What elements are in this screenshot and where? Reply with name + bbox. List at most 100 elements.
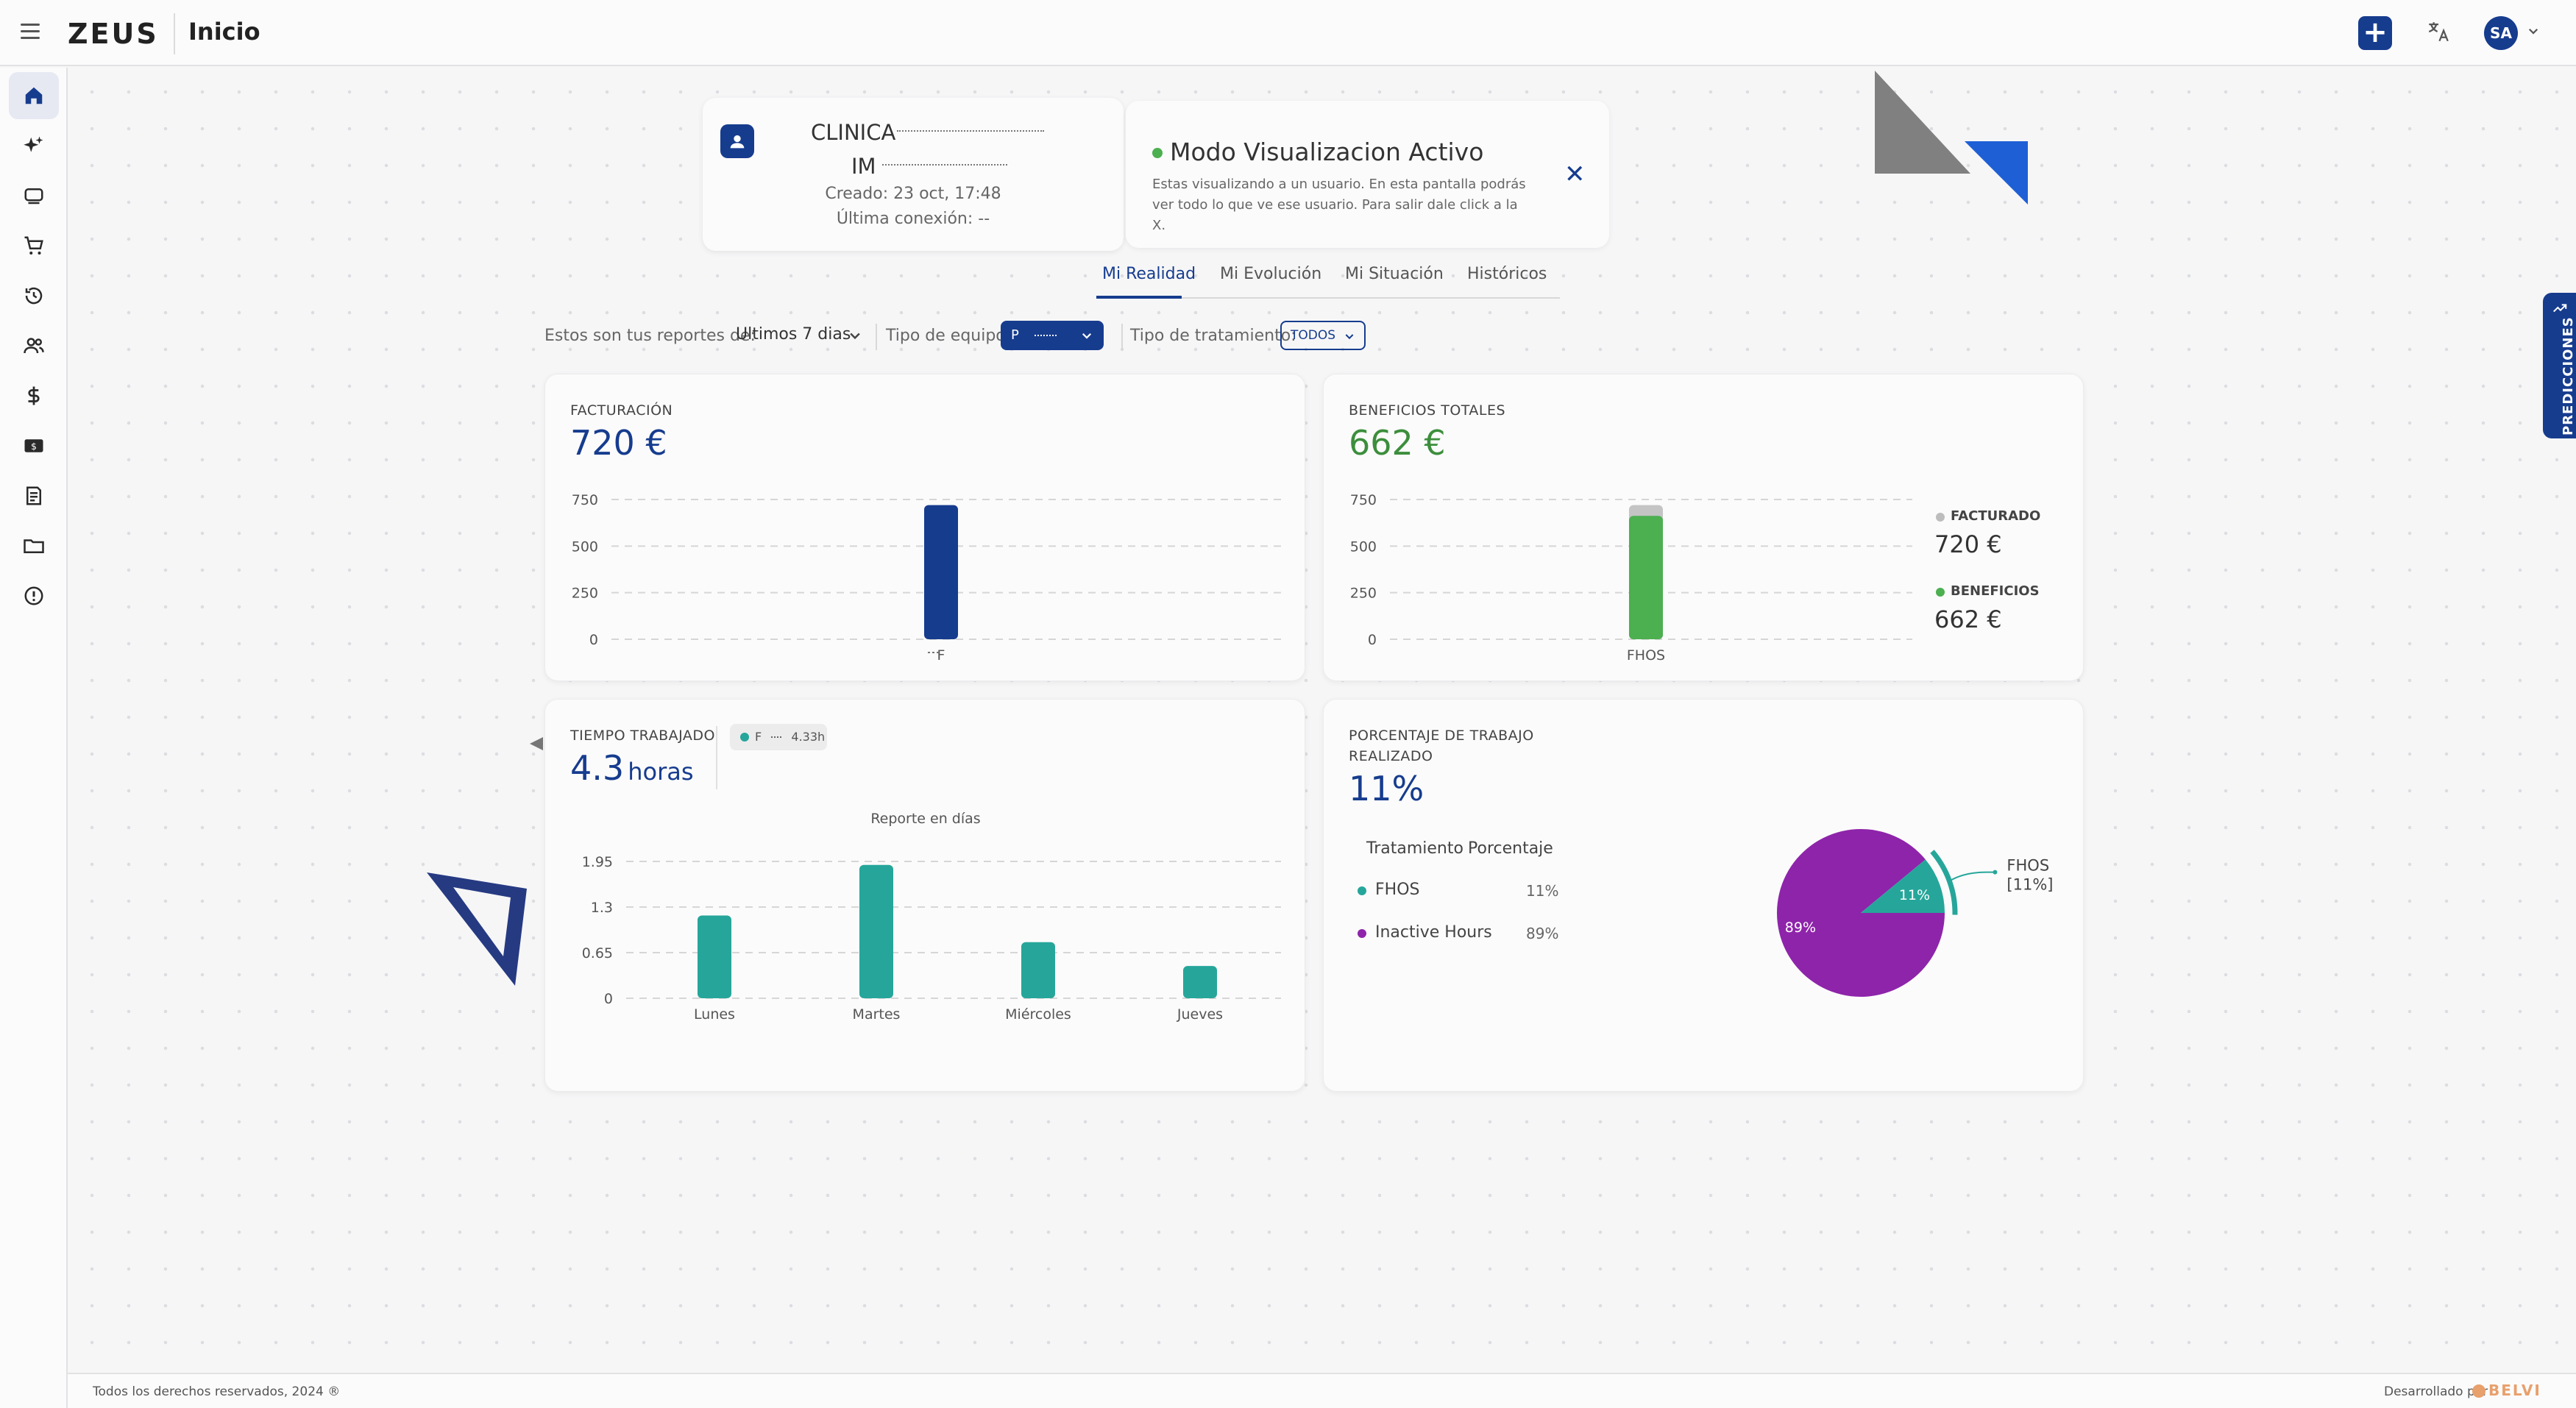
predicciones-tab[interactable] <box>2543 293 2576 438</box>
divider <box>1121 324 1123 350</box>
y-tick-label: 0.65 <box>582 945 613 961</box>
top-bar: ZEUS Inicio + SA <box>0 0 2576 66</box>
bar <box>1021 942 1055 998</box>
sidebar-item-finance[interactable] <box>9 372 59 419</box>
footer-brand[interactable]: BELVI <box>2488 1382 2541 1399</box>
table-row-name: FHOS <box>1375 881 1420 899</box>
close-button[interactable]: ✕ <box>1564 160 1586 189</box>
user-name: CLINICA <box>811 120 896 145</box>
redacted-line <box>897 130 1044 132</box>
predicciones-label: PREDICCIONES <box>2561 316 2576 435</box>
slice-label: 11% <box>1899 887 1930 903</box>
page-title: Inicio <box>188 18 260 46</box>
beneficios-card: BENEFICIOS TOTALES 662 € 0 250 500 750 FHOS … <box>1323 374 2084 681</box>
sidebar-item-folders[interactable] <box>9 522 59 569</box>
redacted-line <box>771 736 782 738</box>
period-select[interactable]: Ultimos 7 dias <box>736 325 851 344</box>
x-tick-label: Martes <box>853 1006 901 1023</box>
table-row-dot <box>1358 886 1366 895</box>
x-tick-label: Jueves <box>1177 1006 1223 1023</box>
redacted-line <box>1035 335 1057 336</box>
x-tick-label: FHOS <box>1627 647 1665 664</box>
avatar[interactable]: SA <box>2484 16 2518 50</box>
decorative-arrow <box>530 737 543 750</box>
facturacion-chart: 0 250 500 750 F <box>572 492 1281 664</box>
bar <box>1629 516 1663 639</box>
legend-dot <box>1936 588 1945 597</box>
view-mode-description: Estas visualizando a un usuario. En esta… <box>1152 177 1526 233</box>
brand-logo-icon <box>2472 1384 2485 1398</box>
y-tick-label: 0 <box>604 991 613 1007</box>
y-tick-label: 500 <box>572 538 598 555</box>
sidebar-item-history[interactable] <box>9 272 59 319</box>
chart-title: Reporte en días <box>870 811 980 827</box>
tiempo-value: 4.3 horas <box>570 748 694 788</box>
facturacion-value: 720 € <box>570 423 667 463</box>
chevron-down-icon[interactable] <box>848 328 862 346</box>
treatment-select[interactable]: TODOS <box>1280 321 1366 350</box>
y-tick-label: 750 <box>572 492 598 508</box>
tab-historicos[interactable]: Históricos <box>1467 265 1547 283</box>
chip-label: F <box>755 730 762 744</box>
user-card: CLINICA IM Creado: 23 oct, 17:48 Última … <box>703 98 1124 251</box>
sidebar-item-cart[interactable] <box>9 222 59 269</box>
y-tick-label: 500 <box>1350 538 1377 555</box>
sidebar-item-users[interactable] <box>9 322 59 369</box>
dollar-icon <box>28 386 40 405</box>
callout-label: FHOS <box>2006 857 2049 875</box>
y-tick-label: 750 <box>1350 492 1377 508</box>
sidebar-item-ai[interactable] <box>9 122 59 169</box>
sidebar-item-devices[interactable] <box>9 172 59 219</box>
tab-mi-evolucion[interactable]: Mi Evolución <box>1220 265 1322 283</box>
chip-dot <box>740 733 749 742</box>
x-tick-label: F <box>937 647 945 664</box>
bar <box>859 864 893 998</box>
tiempo-chart: Reporte en días 0 0.65 1.3 1.95 Lunes Martes Mi… <box>582 811 1281 1023</box>
porcentaje-pie-chart: 11% 89% FHOS[11%] <box>1777 829 2053 997</box>
tiempo-card: TIEMPO TRABAJADO 4.3 horas Reporte en dí… <box>544 699 1305 1092</box>
legend-label: FACTURADO <box>1951 508 2041 524</box>
card-label: TIEMPO TRABAJADO <box>570 728 715 744</box>
x-tick-label: Miércoles <box>1005 1006 1071 1023</box>
bar <box>698 915 731 998</box>
equipment-select[interactable]: P <box>1001 321 1104 350</box>
equipment-label: Tipo de equipo: <box>886 327 1012 345</box>
pie-slice <box>1861 859 1945 913</box>
decorative-triangle <box>427 872 527 986</box>
tab-mi-situacion[interactable]: Mi Situación <box>1345 265 1444 283</box>
table-header: Tratamiento <box>1366 839 1463 858</box>
equipment-value: P <box>1011 327 1019 343</box>
callout-line <box>1948 871 1995 882</box>
reports-label: Estos son tus reportes de: <box>544 327 756 345</box>
tiempo-number: 4.3 <box>570 748 625 788</box>
card-label: BENEFICIOS TOTALES <box>1349 402 1506 419</box>
sparkles-icon <box>24 136 43 152</box>
cart-icon <box>24 236 43 255</box>
divider <box>716 726 717 789</box>
device-icon <box>24 188 43 205</box>
chevron-down-icon[interactable] <box>2527 24 2540 41</box>
history-icon <box>25 287 43 305</box>
footer-copyright: Todos los derechos reservados, 2024 ® <box>93 1384 341 1399</box>
bar <box>924 505 958 639</box>
sidebar-item-reports[interactable] <box>9 472 59 519</box>
chevron-down-icon <box>1345 334 1354 340</box>
sidebar-item-alerts[interactable] <box>9 572 59 619</box>
tab-underline <box>1096 296 1182 299</box>
table-row-pct: 11% <box>1526 882 1559 900</box>
sidebar-item-home[interactable] <box>9 72 59 119</box>
sidebar-item-cash[interactable]: $ <box>9 422 59 469</box>
translate-icon[interactable] <box>2424 19 2452 47</box>
menu-icon[interactable] <box>21 24 40 40</box>
pie-highlight-arc <box>1930 850 1958 915</box>
footer-developed-by: Desarrollado por <box>2384 1384 2488 1399</box>
card-label: PORCENTAJE DE TRABAJO <box>1349 728 1534 744</box>
tiempo-unit: horas <box>628 758 694 786</box>
tab-mi-realidad[interactable]: Mi Realidad <box>1102 265 1196 283</box>
porcentaje-value: 11% <box>1349 769 1424 808</box>
legend-dot <box>1936 513 1945 522</box>
card-label: FACTURACIÓN <box>570 402 673 419</box>
legend-value: 720 € <box>1934 530 2002 558</box>
facturacion-card: FACTURACIÓN 720 € 0 250 500 750 F <box>544 374 1305 681</box>
add-button[interactable]: + <box>2358 16 2392 50</box>
